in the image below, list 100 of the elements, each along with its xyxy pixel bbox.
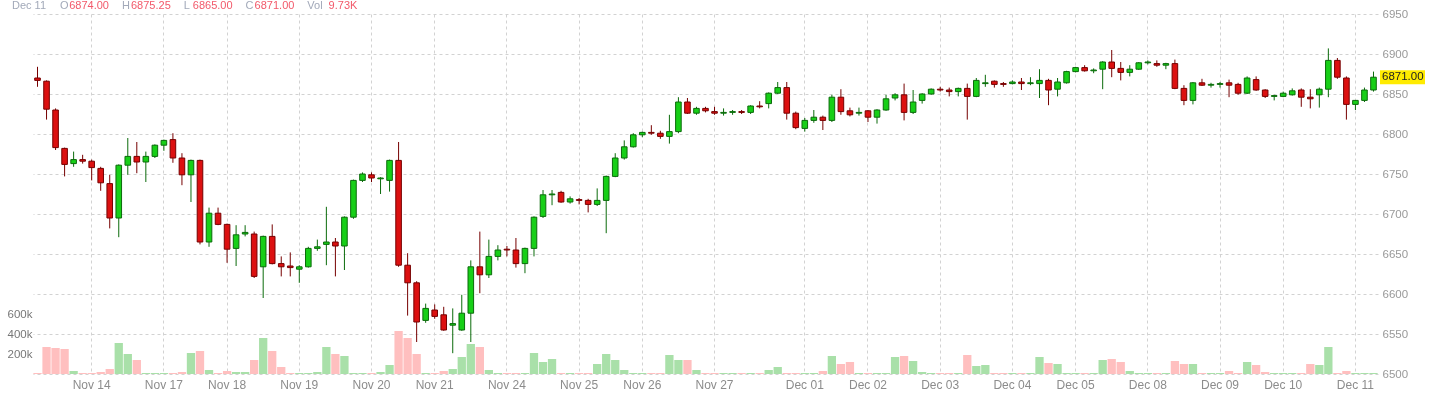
- x-tick-label: Nov 25: [560, 377, 599, 392]
- x-tick-label: Dec 05: [1056, 377, 1095, 392]
- x-tick-label: Dec 01: [785, 377, 825, 392]
- candlestick: [575, 197, 583, 205]
- text: L: [183, 0, 190, 11]
- candlestick: [133, 141, 141, 174]
- y-tick-label: 6500: [1382, 367, 1409, 380]
- bar: [899, 356, 909, 374]
- candlestick: [512, 237, 520, 269]
- candlestick: [305, 246, 312, 269]
- candlestick: [178, 152, 186, 186]
- candlestick: [34, 66, 41, 88]
- y-tick-label: 6850: [1382, 87, 1409, 100]
- y-tick-label: 6750: [1382, 167, 1409, 180]
- candlestick: [521, 247, 529, 274]
- bar: [1188, 364, 1198, 374]
- x-tick-label: Nov 21: [415, 377, 455, 392]
- bar: [259, 338, 268, 374]
- x-tick-label: Nov 20: [352, 377, 391, 392]
- x-tick-label: Nov 26: [623, 377, 662, 392]
- candlestick: [386, 159, 393, 193]
- candlestick: [449, 307, 457, 354]
- x-tick-label: Dec 10: [1264, 377, 1303, 392]
- candlestick: [855, 107, 863, 117]
- bar: [331, 354, 340, 374]
- bar: [827, 356, 837, 374]
- candlestick: [241, 224, 249, 237]
- bar: [132, 360, 141, 374]
- candlestick: [602, 175, 610, 234]
- candlestick: [1225, 79, 1233, 98]
- bar: [1242, 362, 1252, 374]
- y2-tick-label: 400k: [7, 327, 33, 340]
- x-tick-label: Dec 11: [1336, 377, 1375, 392]
- x-tick-label: Nov 17: [144, 377, 184, 392]
- candlestick: [909, 89, 917, 115]
- x-tick-label: Dec 04: [993, 377, 1032, 392]
- candlestick: [494, 244, 502, 261]
- text: O: [60, 0, 70, 11]
- y2-tick-label: 200k: [7, 347, 33, 360]
- candlestick: [422, 303, 429, 324]
- bar: [963, 355, 972, 374]
- candlestick: [539, 189, 547, 219]
- bar: [475, 347, 484, 374]
- candlestick: [828, 94, 836, 123]
- candlestick: [485, 239, 493, 279]
- candlestick: [1180, 84, 1188, 106]
- candlestick: [88, 159, 95, 181]
- candlestick: [142, 151, 150, 183]
- y2-tick-label: 600k: [7, 307, 33, 320]
- candlestick: [277, 255, 285, 277]
- candlestick: [124, 137, 132, 176]
- candlestick: [1054, 77, 1061, 97]
- x-tick-label: Nov 19: [280, 377, 319, 392]
- candlestick: [1108, 49, 1116, 78]
- text: H: [121, 0, 130, 11]
- candlestick: [1207, 82, 1215, 89]
- candlestick: [404, 252, 411, 317]
- text: Dec 11: [12, 0, 47, 11]
- candlestick: [458, 294, 466, 332]
- candlestick: [476, 231, 484, 294]
- y-tick-label: 6900: [1382, 47, 1409, 60]
- candlestick: [1045, 78, 1052, 106]
- candlestick: [837, 88, 845, 116]
- candlestick: [1334, 57, 1341, 80]
- x-tick-label: Dec 02: [848, 377, 888, 392]
- candlestick: [332, 237, 339, 277]
- bar: [818, 371, 827, 374]
- bar: [683, 360, 692, 374]
- candlestick: [900, 83, 908, 121]
- text: 9.73K: [328, 0, 359, 11]
- text: 6874.00: [69, 0, 109, 11]
- text: Vol: [307, 0, 323, 11]
- y-tick-label: 6700: [1382, 207, 1409, 220]
- bar: [195, 351, 205, 374]
- text: C: [245, 0, 254, 11]
- candlestick: [1117, 61, 1125, 81]
- bar: [1044, 363, 1053, 374]
- candlestick: [440, 306, 448, 332]
- bar: [250, 360, 259, 374]
- text: 6871.00: [254, 0, 295, 11]
- candlestick: [1297, 87, 1305, 108]
- text: 6871.00: [1382, 70, 1424, 83]
- text: 6875.25: [131, 0, 171, 11]
- y-tick-label: 6550: [1382, 327, 1409, 340]
- candlestick: [1370, 71, 1377, 93]
- candlestick: [548, 189, 556, 206]
- x-tick-label: Nov 24: [487, 377, 527, 392]
- x-tick-label: Nov 27: [695, 377, 734, 392]
- candlestick: [503, 245, 511, 257]
- x-tick-label: Dec 03: [921, 377, 960, 392]
- x-tick-label: Nov 18: [208, 377, 247, 392]
- x-tick-label: Dec 09: [1201, 377, 1240, 392]
- bar: [69, 371, 78, 374]
- candlestick: [1036, 68, 1043, 99]
- candlestick: [286, 251, 294, 277]
- candlestick: [160, 139, 168, 152]
- y-tick-label: 6800: [1382, 127, 1409, 140]
- y-tick-label: 6950: [1382, 7, 1409, 20]
- candlestick: [1162, 62, 1170, 70]
- bar: [204, 370, 214, 374]
